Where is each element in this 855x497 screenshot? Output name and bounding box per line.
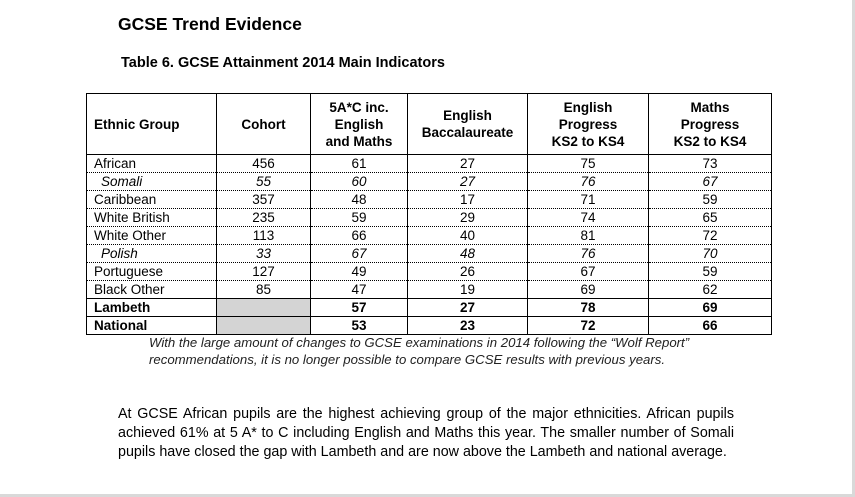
page-bottom-border (0, 494, 855, 497)
cell-group: Portuguese (86, 262, 217, 281)
table-row-lambeth: Lambeth 57 27 78 69 (86, 298, 772, 317)
cell-group: Lambeth (86, 298, 217, 317)
table-footnote: With the large amount of changes to GCSE… (149, 335, 690, 367)
cell-5ac: 67 (310, 244, 408, 263)
cell-cohort: 33 (216, 244, 311, 263)
cell-cohort: 456 (216, 154, 311, 173)
header-english-baccalaureate: English Baccalaureate (407, 93, 528, 155)
cell-eb: 19 (407, 280, 528, 299)
cell-maths-progress: 59 (648, 262, 772, 281)
cell-english-progress: 67 (527, 262, 649, 281)
cell-eb: 40 (407, 226, 528, 245)
cell-maths-progress: 67 (648, 172, 772, 191)
cell-eb: 23 (407, 316, 528, 335)
table-row: Portuguese 127 49 26 67 59 (86, 262, 772, 281)
table-row-national: National 53 23 72 66 (86, 316, 772, 335)
cell-5ac: 59 (310, 208, 408, 227)
cell-group: White British (86, 208, 217, 227)
cell-english-progress: 81 (527, 226, 649, 245)
cell-cohort: 127 (216, 262, 311, 281)
cell-eb: 27 (407, 172, 528, 191)
cell-maths-progress: 72 (648, 226, 772, 245)
cell-5ac: 66 (310, 226, 408, 245)
cell-maths-progress: 73 (648, 154, 772, 173)
cell-maths-progress: 59 (648, 190, 772, 209)
cell-5ac: 53 (310, 316, 408, 335)
table-row: Somali 55 60 27 76 67 (86, 172, 772, 191)
table-row: Black Other 85 47 19 69 62 (86, 280, 772, 299)
table-row: Caribbean 357 48 17 71 59 (86, 190, 772, 209)
header-maths-progress: Maths Progress KS2 to KS4 (648, 93, 772, 155)
cell-eb: 26 (407, 262, 528, 281)
cell-cohort-empty (216, 316, 311, 335)
table-header-row: Ethnic Group Cohort 5A*C inc. English and … (86, 93, 772, 155)
cell-maths-progress: 66 (648, 316, 772, 335)
table-row: White British 235 59 29 74 65 (86, 208, 772, 227)
cell-cohort-empty (216, 298, 311, 317)
cell-maths-progress: 62 (648, 280, 772, 299)
cell-group: Somali (86, 172, 217, 191)
cell-cohort: 55 (216, 172, 311, 191)
cell-maths-progress: 70 (648, 244, 772, 263)
cell-group: White Other (86, 226, 217, 245)
document-title: GCSE Trend Evidence (118, 14, 302, 34)
cell-english-progress: 69 (527, 280, 649, 299)
header-5ac-english-maths: 5A*C inc. English and Maths (310, 93, 408, 155)
header-ethnic-group: Ethnic Group (86, 93, 217, 155)
table-row: Polish 33 67 48 76 70 (86, 244, 772, 263)
cell-group: Black Other (86, 280, 217, 299)
table-row: African 456 61 27 75 73 (86, 154, 772, 173)
header-english-progress: English Progress KS2 to KS4 (527, 93, 649, 155)
cell-cohort: 113 (216, 226, 311, 245)
cell-eb: 29 (407, 208, 528, 227)
cell-eb: 27 (407, 154, 528, 173)
cell-group: Caribbean (86, 190, 217, 209)
cell-maths-progress: 69 (648, 298, 772, 317)
cell-eb: 27 (407, 298, 528, 317)
cell-5ac: 57 (310, 298, 408, 317)
table-title: Table 6. GCSE Attainment 2014 Main Indic… (121, 55, 445, 71)
cell-5ac: 47 (310, 280, 408, 299)
cell-cohort: 235 (216, 208, 311, 227)
cell-maths-progress: 65 (648, 208, 772, 227)
cell-english-progress: 74 (527, 208, 649, 227)
cell-english-progress: 76 (527, 172, 649, 191)
page-right-border (852, 0, 855, 497)
body-paragraph: At GCSE African pupils are the highest a… (118, 406, 734, 460)
cell-cohort: 357 (216, 190, 311, 209)
cell-english-progress: 76 (527, 244, 649, 263)
cell-5ac: 61 (310, 154, 408, 173)
cell-english-progress: 78 (527, 298, 649, 317)
table-row: White Other 113 66 40 81 72 (86, 226, 772, 245)
cell-5ac: 60 (310, 172, 408, 191)
header-cohort: Cohort (216, 93, 311, 155)
cell-eb: 17 (407, 190, 528, 209)
cell-5ac: 49 (310, 262, 408, 281)
cell-english-progress: 75 (527, 154, 649, 173)
cell-group: National (86, 316, 217, 335)
cell-english-progress: 72 (527, 316, 649, 335)
cell-5ac: 48 (310, 190, 408, 209)
cell-group: Polish (86, 244, 217, 263)
cell-english-progress: 71 (527, 190, 649, 209)
cell-group: African (86, 154, 217, 173)
cell-cohort: 85 (216, 280, 311, 299)
cell-eb: 48 (407, 244, 528, 263)
gcse-attainment-table: Ethnic Group Cohort 5A*C inc. English and … (86, 93, 772, 335)
